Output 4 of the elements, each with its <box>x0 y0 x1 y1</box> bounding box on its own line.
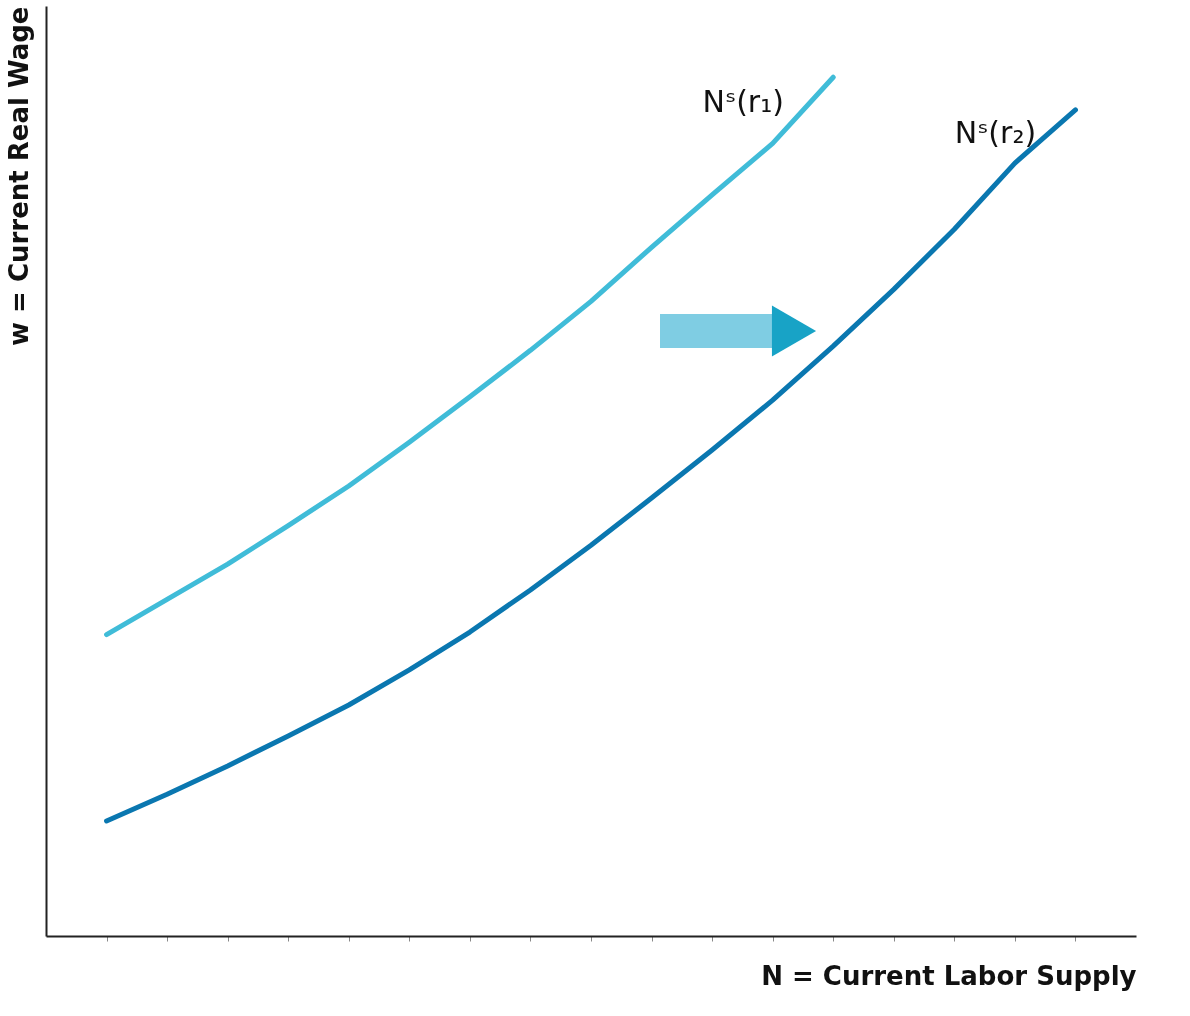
series-label: Nˢ(r₂) <box>954 114 1037 150</box>
series-label: Nˢ(r₁) <box>702 84 784 120</box>
y-axis-title: w = Current Real Wage <box>3 6 34 346</box>
x-axis-title: N = Current Labor Supply <box>761 960 1137 991</box>
